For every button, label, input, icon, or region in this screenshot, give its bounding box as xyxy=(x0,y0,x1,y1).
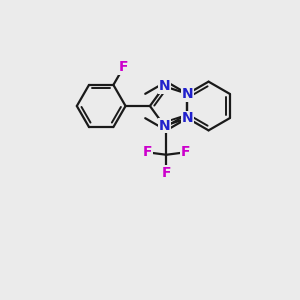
Text: N: N xyxy=(158,119,170,133)
Text: F: F xyxy=(119,60,128,74)
Text: N: N xyxy=(182,87,193,101)
Text: N: N xyxy=(182,111,193,125)
Text: N: N xyxy=(158,79,170,93)
Text: F: F xyxy=(142,145,152,159)
Text: F: F xyxy=(181,145,190,159)
Text: F: F xyxy=(162,166,171,180)
